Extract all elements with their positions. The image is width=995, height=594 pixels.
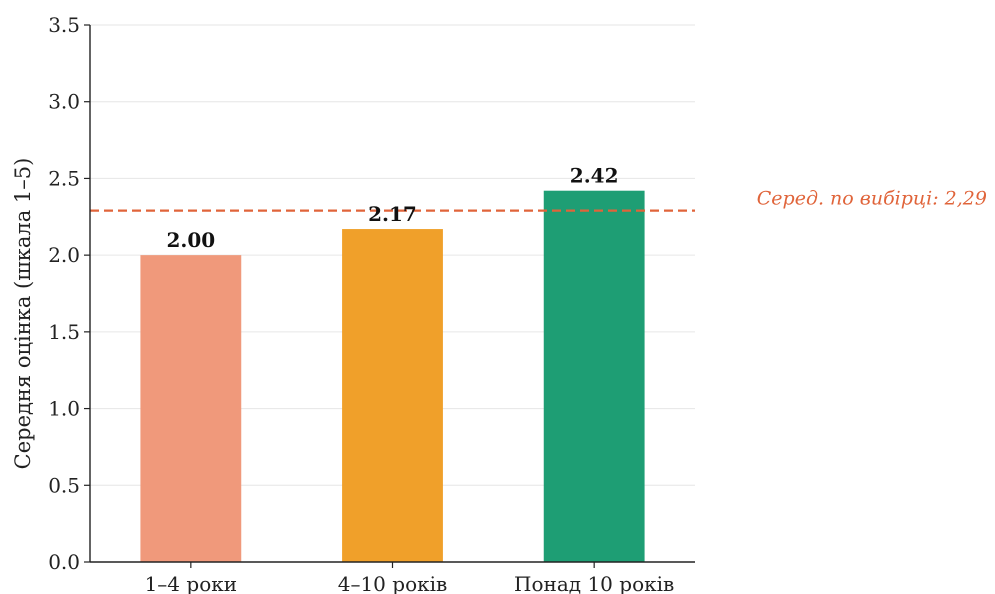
bar <box>543 190 645 562</box>
bar <box>140 255 242 562</box>
y-tick-label: 0.5 <box>48 473 80 497</box>
y-tick-label: 0.0 <box>48 550 80 574</box>
x-tick-label: Понад 10 років <box>514 572 674 594</box>
x-tick-label: 4–10 років <box>338 572 448 594</box>
bar-value-label: 2.42 <box>570 164 619 188</box>
y-tick-label: 3.0 <box>48 90 80 114</box>
bars <box>140 190 645 562</box>
reference-line-group: Серед. по вибірці: 2,29 <box>90 188 987 212</box>
y-tick-label: 3.5 <box>48 13 80 37</box>
x-tick-label: 1–4 роки <box>145 572 237 594</box>
bar-value-labels: 2.00 2.17 2.42 <box>166 164 618 252</box>
y-axis-title: Середня оцінка (шкала 1–5) <box>11 158 35 470</box>
reference-line-label: Серед. по вибірці: 2,29 <box>757 188 987 210</box>
x-ticks: 1–4 роки 4–10 років Понад 10 років <box>145 562 674 594</box>
y-ticks: 0.0 0.5 1.0 1.5 2.0 2.5 3.0 3.5 <box>48 13 90 574</box>
y-tick-label: 1.0 <box>48 397 80 421</box>
bar <box>342 229 443 562</box>
bar-value-label: 2.17 <box>368 202 417 226</box>
y-tick-label: 2.0 <box>48 243 80 267</box>
bar-value-label: 2.00 <box>166 228 215 252</box>
y-tick-label: 1.5 <box>48 320 80 344</box>
y-tick-label: 2.5 <box>48 166 80 190</box>
